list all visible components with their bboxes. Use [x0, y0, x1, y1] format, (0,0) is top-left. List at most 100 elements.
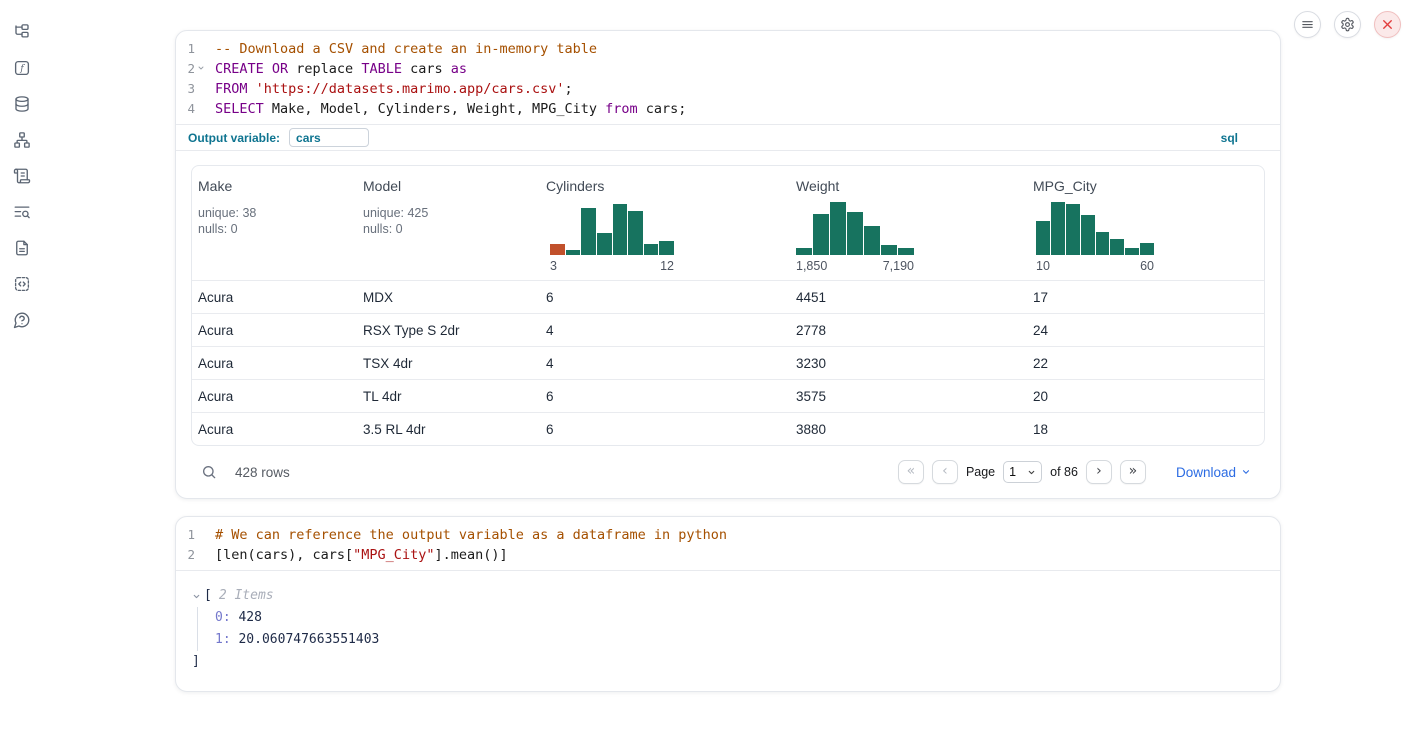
histogram-bar — [1081, 215, 1095, 255]
histogram-bar — [628, 211, 643, 255]
python-cell: 1# We can reference the output variable … — [175, 516, 1281, 692]
sql-cell: 1-- Download a CSV and create an in-memo… — [175, 30, 1281, 499]
code-text: FROM 'https://datasets.marimo.app/cars.c… — [207, 79, 573, 99]
table-cell: 4451 — [790, 290, 1027, 305]
line-number-gutter: 1 — [176, 39, 207, 59]
histogram-bar — [1140, 243, 1154, 255]
table-cell: 24 — [1027, 323, 1258, 338]
table-row: AcuraMDX6445117 — [192, 280, 1264, 313]
histogram-bar — [796, 248, 812, 255]
result-output: [ 2 Items 0: 4281: 20.060747663551403 ] — [176, 571, 1280, 691]
open-bracket: [ — [204, 585, 212, 607]
table-cell: RSX Type S 2dr — [357, 323, 540, 338]
table-row: AcuraRSX Type S 2dr4277824 — [192, 313, 1264, 346]
sql-code-editor[interactable]: 1-- Download a CSV and create an in-memo… — [176, 31, 1280, 124]
fold-icon[interactable] — [195, 59, 207, 79]
code-line[interactable]: 4SELECT Make, Model, Cylinders, Weight, … — [176, 99, 1280, 119]
page-label: Page — [966, 465, 995, 479]
histogram-bar — [1036, 221, 1050, 255]
functions-icon[interactable]: f — [13, 59, 31, 77]
column-label: Cylinders — [546, 178, 784, 194]
collapse-icon[interactable] — [192, 592, 201, 601]
column-label: MPG_City — [1033, 178, 1252, 194]
table-cell: 17 — [1027, 290, 1258, 305]
help-icon[interactable] — [13, 311, 31, 329]
svg-text:f: f — [19, 64, 25, 74]
code-text: -- Download a CSV and create an in-memor… — [207, 39, 597, 59]
column-header-make[interactable]: Makeunique: 38nulls: 0 — [192, 166, 357, 280]
output-variable-input[interactable] — [289, 128, 369, 147]
histogram-bar — [813, 214, 829, 255]
first-page-button[interactable]: « — [898, 460, 924, 484]
histogram-min-label: 1,850 — [796, 259, 827, 273]
table-cell: Acura — [192, 323, 357, 338]
data-table: Makeunique: 38nulls: 0Modelunique: 425nu… — [191, 165, 1265, 446]
code-text: [len(cars), cars["MPG_City"].mean()] — [207, 545, 508, 565]
python-code-editor[interactable]: 1# We can reference the output variable … — [176, 517, 1280, 571]
logs-icon[interactable] — [13, 203, 31, 221]
table-cell: 3230 — [790, 356, 1027, 371]
table-cell: MDX — [357, 290, 540, 305]
column-histogram: 1,850 7,190 — [796, 200, 914, 273]
histogram-max-label: 60 — [1140, 259, 1154, 273]
histogram-bar — [1066, 204, 1080, 255]
file-explorer-icon[interactable] — [13, 23, 31, 41]
column-stats: unique: 425nulls: 0 — [363, 205, 534, 237]
prev-page-button[interactable]: ‹ — [932, 460, 958, 484]
scratchpad-icon[interactable] — [13, 167, 31, 185]
row-count: 428 rows — [235, 465, 290, 480]
column-header-cylinders[interactable]: Cylinders 3 12 — [540, 166, 790, 280]
line-number-gutter: 2 — [176, 59, 207, 79]
code-line[interactable]: 2[len(cars), cars["MPG_City"].mean()] — [176, 545, 1280, 565]
histogram-bar — [881, 245, 897, 255]
table-cell: 6 — [540, 290, 790, 305]
code-line[interactable]: 2CREATE OR replace TABLE cars as — [176, 59, 1280, 79]
pagination: « ‹ Page 1 of 86 › » Download — [898, 460, 1263, 484]
histogram-max-label: 7,190 — [883, 259, 914, 273]
column-header-weight[interactable]: Weight 1,850 7,190 — [790, 166, 1027, 280]
snippets-icon[interactable] — [13, 275, 31, 293]
output-variable-label: Output variable: — [188, 131, 280, 145]
code-text: SELECT Make, Model, Cylinders, Weight, M… — [207, 99, 686, 119]
table-row: AcuraTL 4dr6357520 — [192, 379, 1264, 412]
next-page-button[interactable]: › — [1086, 460, 1112, 484]
histogram-bar — [1110, 239, 1124, 256]
histogram-bar — [1125, 248, 1139, 255]
shutdown-button[interactable] — [1374, 11, 1401, 38]
code-line[interactable]: 1# We can reference the output variable … — [176, 525, 1280, 545]
last-page-button[interactable]: » — [1120, 460, 1146, 484]
histogram-max-label: 12 — [660, 259, 674, 273]
code-line[interactable]: 3FROM 'https://datasets.marimo.app/cars.… — [176, 79, 1280, 99]
documentation-icon[interactable] — [13, 239, 31, 257]
code-line[interactable]: 1-- Download a CSV and create an in-memo… — [176, 39, 1280, 59]
table-cell: Acura — [192, 422, 357, 437]
download-button[interactable]: Download — [1176, 465, 1251, 480]
column-header-mpg_city[interactable]: MPG_City1060 — [1027, 166, 1258, 280]
chevron-down-icon — [1241, 467, 1251, 477]
datasources-icon[interactable] — [13, 95, 31, 113]
menu-button[interactable] — [1294, 11, 1321, 38]
page-select[interactable]: 1 — [1003, 461, 1042, 483]
search-icon[interactable] — [197, 460, 221, 484]
list-item: 0: 428 — [215, 607, 1264, 629]
table-cell: 2778 — [790, 323, 1027, 338]
table-row: AcuraTSX 4dr4323022 — [192, 346, 1264, 379]
dependency-graph-icon[interactable] — [13, 131, 31, 149]
table-header-row: Makeunique: 38nulls: 0Modelunique: 425nu… — [192, 166, 1264, 280]
table-cell: 3575 — [790, 389, 1027, 404]
table-cell: 6 — [540, 422, 790, 437]
histogram-bar — [898, 248, 914, 255]
column-header-model[interactable]: Modelunique: 425nulls: 0 — [357, 166, 540, 280]
column-label: Weight — [796, 178, 1021, 194]
table-cell: 18 — [1027, 422, 1258, 437]
table-row: Acura3.5 RL 4dr6388018 — [192, 412, 1264, 445]
histogram-bar — [550, 244, 565, 255]
page-select-value: 1 — [1009, 465, 1016, 479]
table-cell: 4 — [540, 356, 790, 371]
table-cell: Acura — [192, 356, 357, 371]
histogram-bar — [847, 212, 863, 255]
column-histogram: 3 12 — [550, 200, 674, 273]
settings-button[interactable] — [1334, 11, 1361, 38]
line-number-gutter: 2 — [176, 545, 207, 565]
histogram-min-label: 3 — [550, 259, 557, 273]
